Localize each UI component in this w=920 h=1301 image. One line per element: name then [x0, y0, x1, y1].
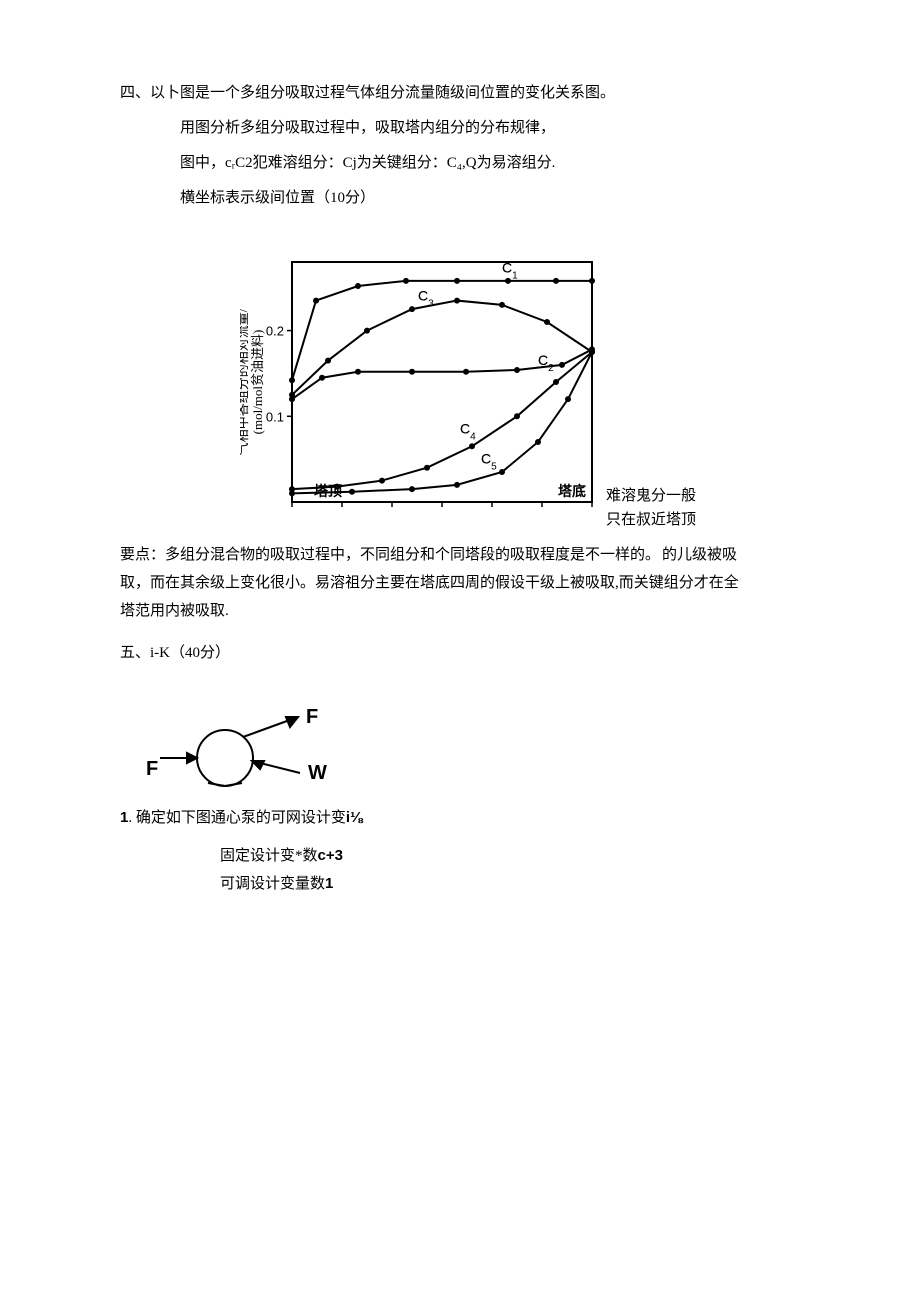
ans1-val: c+3	[318, 847, 343, 864]
svg-text:气相中各组分的相对流量/(mol/mol贫油进料): 气相中各组分的相对流量/(mol/mol贫油进料)	[240, 308, 265, 455]
pump-answers: 固定设计变*数c+3 可调设计变量数1	[120, 842, 800, 898]
svg-text:C4: C4	[460, 420, 476, 442]
svg-text:C5: C5	[481, 450, 497, 472]
pump-question: 1. 确定如下图通心泵的可网设计变i⅛	[120, 805, 800, 832]
q4-title: 四、以卜图是一个多组分吸取过程气体组分流量随级间位置的变化关系图。	[120, 80, 800, 107]
ans-line2: 取，而在其余级上变化很小。易溶祖分主要在塔底四周的假设干级上被吸取,而关键组分才…	[120, 571, 800, 597]
ans1-label: 固定设计变*数	[220, 848, 318, 864]
ans2-val: 1	[325, 875, 333, 892]
side-1: 难溶鬼分一般	[606, 484, 800, 508]
ans-line3: 塔范用内被吸取.	[120, 599, 800, 625]
caption-main: 要点：多组分混合物的吸取过程中，不同组分和个同塔段的吸取程度是不一样的。	[120, 542, 662, 569]
q4-line1: 用图分析多组分吸取过程中，吸取塔内组分的分布规律，	[120, 115, 800, 142]
chart-section: 0.10.2气相中各组分的相对流量/(mol/mol贫油进料)塔顶塔底CCCCC…	[120, 252, 800, 538]
pump-ans2: 可调设计变量数1	[220, 870, 800, 898]
svg-text:0.2: 0.2	[266, 324, 284, 339]
q4-line3: 横坐标表示级间位置（10分）	[120, 185, 800, 212]
side-2: 只在叔近塔顶	[606, 508, 800, 532]
ans2-label: 可调设计变量数	[220, 876, 325, 892]
side-3: 的儿级被吸	[662, 542, 737, 569]
q-suffix: i⅛	[346, 809, 363, 826]
q5-title: 五、i-K（40分）	[120, 640, 800, 667]
absorption-chart: 0.10.2气相中各组分的相对流量/(mol/mol贫油进料)塔顶塔底CCCCC…	[240, 252, 602, 528]
q4-line2: 图中，cᵣC2犯难溶组分：Cj为关键组分：C₄,Q为易溶组分.	[120, 150, 800, 177]
svg-text:C2: C2	[538, 352, 554, 374]
svg-text:塔底: 塔底	[558, 483, 586, 500]
pump-ans1: 固定设计变*数c+3	[220, 842, 800, 870]
svg-text:0.1: 0.1	[266, 409, 284, 424]
label-F-right: F	[306, 706, 318, 728]
pump-diagram: F F W	[130, 703, 350, 799]
label-W: W	[308, 762, 327, 784]
label-F-left: F	[146, 758, 158, 780]
pump-section: F F W	[120, 703, 800, 799]
q-body: . 确定如下图通心泵的可网设计变	[128, 810, 346, 826]
side-text: 难溶鬼分一般 只在叔近塔顶	[602, 484, 800, 538]
